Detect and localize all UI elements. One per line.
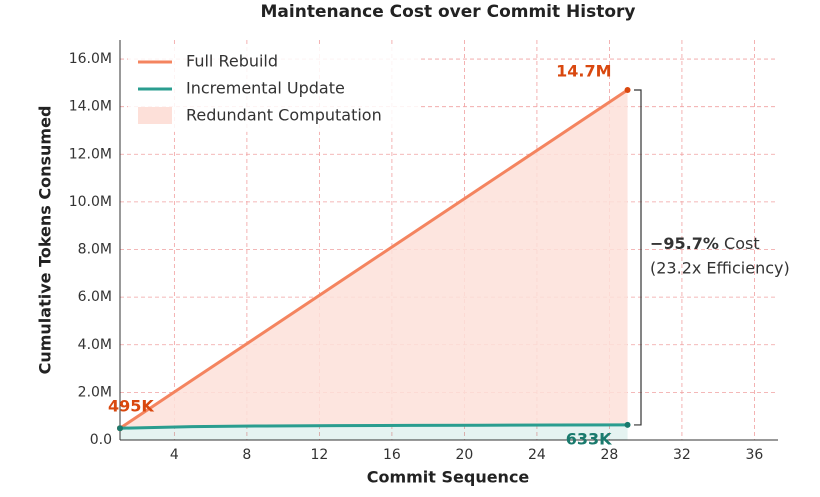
- y-tick-label: 16.0M: [69, 51, 112, 67]
- value-label: 14.7M: [556, 62, 611, 81]
- legend-label: Incremental Update: [186, 79, 345, 98]
- y-axis-label: Cumulative Tokens Consumed: [36, 106, 55, 375]
- chart-title: Maintenance Cost over Commit History: [261, 2, 636, 22]
- y-tick-label: 8.0M: [78, 242, 112, 258]
- line: [119, 88, 629, 430]
- annotation: (23.2x Efficiency): [650, 259, 790, 278]
- value-label: 633K: [566, 429, 612, 448]
- legend: Full Rebuild Incremental Update Redundant …: [128, 46, 418, 132]
- y-tick-label: 6.0M: [78, 289, 112, 305]
- x-tick-label: 32: [673, 447, 691, 463]
- legend-label: Redundant Computation: [186, 106, 382, 125]
- x-tick-label: 20: [455, 447, 473, 463]
- x-tick-label: 8: [242, 447, 251, 463]
- x-tick-label: 36: [746, 447, 764, 463]
- legend-swatch: [138, 107, 172, 124]
- annotation: −95.7% Cost: [650, 234, 760, 253]
- y-tick-label: 4.0M: [78, 337, 112, 353]
- legend-box: [128, 46, 418, 132]
- end-marker: [624, 87, 631, 93]
- y-tick-label: 14.0M: [69, 99, 112, 115]
- x-tick-label: 4: [170, 447, 179, 463]
- value-label: 495K: [108, 397, 154, 416]
- annotation-text: Cost: [724, 234, 760, 253]
- y-tick-label: 10.0M: [69, 194, 112, 210]
- x-tick-label: 24: [528, 447, 546, 463]
- x-tick-label: 28: [601, 447, 619, 463]
- annotation-value: −95.7%: [650, 234, 719, 253]
- end-marker: [624, 421, 631, 428]
- line: [119, 423, 628, 430]
- incremental-area: [120, 424, 628, 440]
- x-tick-label: 12: [310, 447, 328, 463]
- x-axis-label: Commit Sequence: [367, 468, 530, 487]
- end-marker: [117, 425, 123, 432]
- x-tick-label: 16: [383, 447, 401, 463]
- y-tick-label: 12.0M: [69, 146, 112, 162]
- legend-label: Full Rebuild: [186, 52, 278, 71]
- y-tick-label: 2.0M: [78, 384, 112, 400]
- y-tick-label: 0.0: [90, 432, 112, 448]
- bracket: [634, 89, 642, 426]
